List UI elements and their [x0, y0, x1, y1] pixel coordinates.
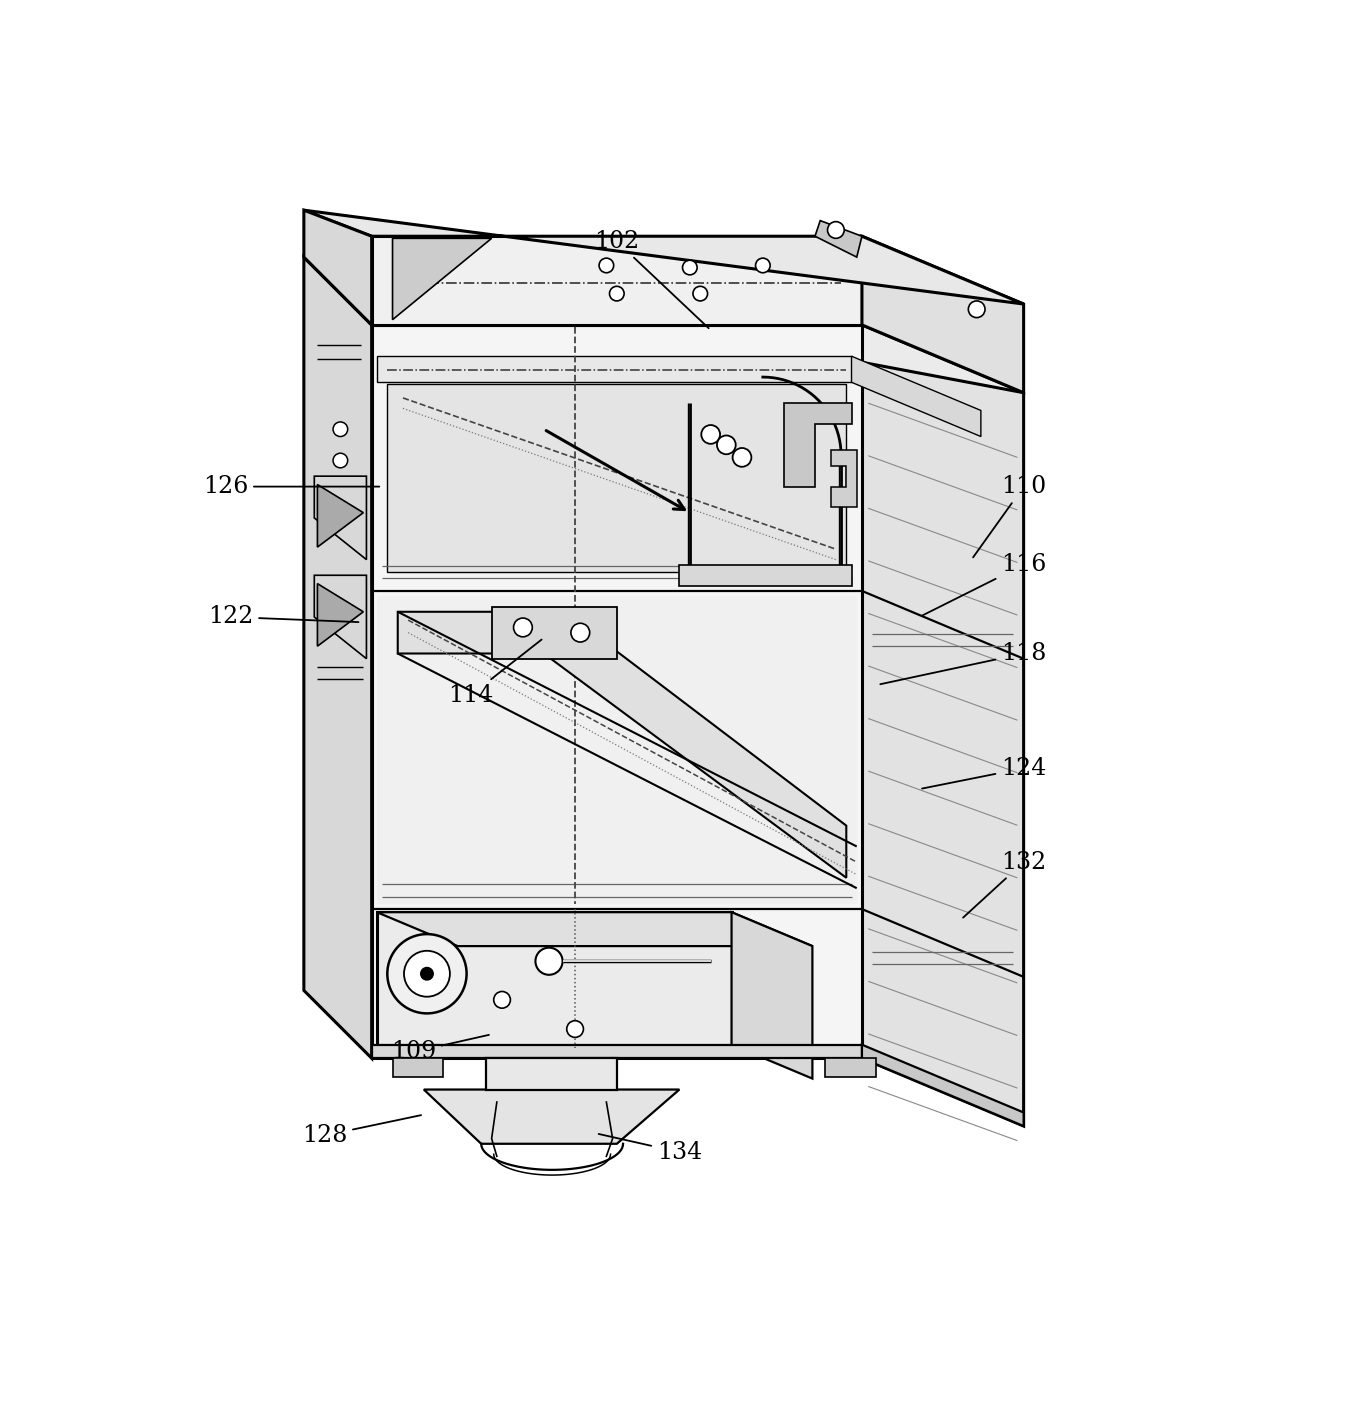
Text: 128: 128 — [302, 1115, 421, 1147]
Polygon shape — [852, 356, 981, 437]
Polygon shape — [732, 912, 813, 1079]
Polygon shape — [830, 450, 856, 508]
Circle shape — [404, 951, 450, 997]
Polygon shape — [304, 210, 371, 325]
Text: 114: 114 — [448, 640, 541, 706]
Polygon shape — [377, 596, 856, 903]
Polygon shape — [377, 356, 852, 383]
Text: 109: 109 — [390, 1035, 489, 1064]
Polygon shape — [424, 1089, 680, 1144]
Polygon shape — [398, 611, 847, 878]
Circle shape — [610, 286, 625, 301]
Polygon shape — [861, 237, 1024, 393]
Polygon shape — [377, 912, 732, 1045]
Polygon shape — [861, 1045, 1024, 1126]
Text: 102: 102 — [594, 230, 708, 328]
Polygon shape — [377, 912, 813, 946]
Polygon shape — [825, 1058, 875, 1078]
Circle shape — [968, 301, 985, 318]
Text: 124: 124 — [922, 757, 1046, 788]
Circle shape — [514, 618, 532, 637]
Text: 126: 126 — [203, 475, 380, 498]
Circle shape — [693, 286, 708, 301]
Text: 118: 118 — [880, 642, 1046, 685]
Polygon shape — [371, 1045, 861, 1058]
Polygon shape — [393, 238, 491, 319]
Circle shape — [494, 991, 510, 1008]
Polygon shape — [315, 576, 366, 659]
Circle shape — [682, 261, 697, 275]
Circle shape — [717, 435, 736, 454]
Circle shape — [421, 967, 433, 980]
Circle shape — [755, 258, 770, 272]
Polygon shape — [783, 403, 852, 486]
Text: 132: 132 — [964, 851, 1046, 917]
Polygon shape — [861, 325, 1024, 1126]
Polygon shape — [371, 237, 861, 325]
Circle shape — [571, 624, 590, 642]
Text: 110: 110 — [973, 475, 1046, 557]
Polygon shape — [304, 257, 371, 1058]
Circle shape — [332, 423, 347, 437]
Polygon shape — [491, 607, 616, 659]
Polygon shape — [371, 325, 861, 1058]
Polygon shape — [318, 485, 363, 547]
Circle shape — [388, 934, 467, 1014]
Circle shape — [536, 947, 563, 974]
Polygon shape — [388, 384, 847, 571]
Polygon shape — [680, 564, 852, 586]
Circle shape — [732, 448, 751, 467]
Circle shape — [701, 425, 720, 444]
Polygon shape — [304, 210, 1024, 303]
Text: 116: 116 — [922, 553, 1046, 615]
Polygon shape — [315, 476, 366, 560]
Circle shape — [567, 1021, 583, 1038]
Circle shape — [332, 454, 347, 468]
Polygon shape — [304, 257, 1024, 393]
Polygon shape — [318, 584, 363, 647]
Polygon shape — [486, 1058, 616, 1089]
Circle shape — [599, 258, 614, 272]
Text: 122: 122 — [209, 605, 358, 628]
Circle shape — [828, 221, 844, 238]
Polygon shape — [816, 221, 861, 257]
Text: 134: 134 — [599, 1134, 703, 1164]
Polygon shape — [393, 1058, 443, 1078]
